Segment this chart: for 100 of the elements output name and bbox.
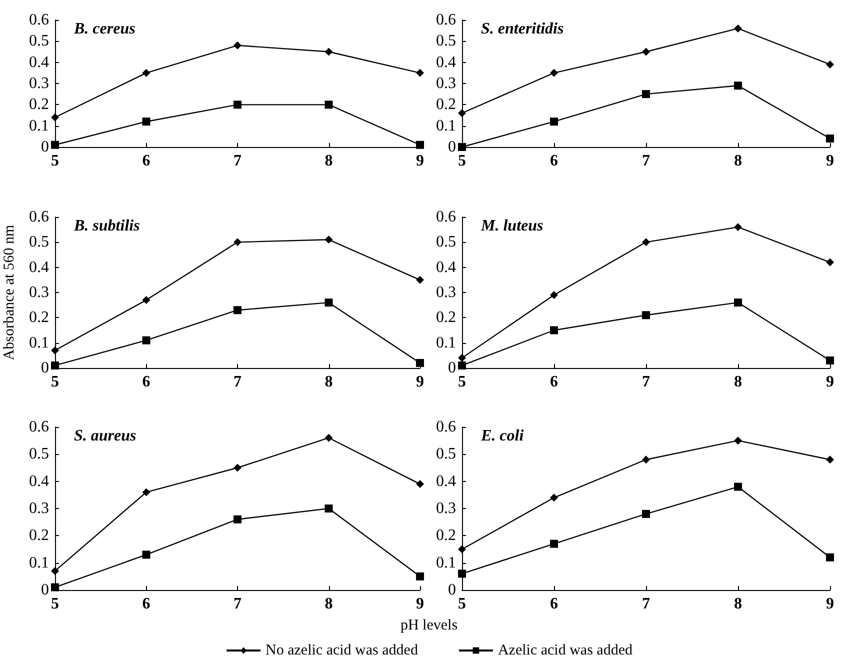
point	[642, 90, 650, 98]
x-tick-label: 7	[234, 374, 242, 390]
point	[142, 336, 150, 344]
y-tick-label: 0.1	[436, 117, 456, 134]
x-tick-label: 5	[458, 152, 466, 170]
point	[458, 354, 466, 362]
y-tick-label: 0.5	[436, 446, 456, 463]
y-tick-label: 0.4	[436, 54, 456, 71]
point	[51, 140, 59, 149]
point	[642, 456, 650, 464]
point	[826, 258, 834, 266]
point	[234, 464, 242, 472]
point	[550, 326, 558, 334]
point	[458, 143, 466, 151]
y-tick-label: 0.3	[436, 500, 456, 517]
point	[142, 550, 150, 559]
y-tick-label: 0.2	[29, 96, 49, 114]
point	[734, 436, 742, 445]
point	[234, 306, 242, 314]
x-tick-label: 9	[416, 596, 424, 612]
y-tick-label: 0.3	[29, 75, 49, 92]
point	[734, 82, 742, 90]
legend-label: Azelic acid was added	[498, 642, 633, 658]
y-tick-label: 0.4	[29, 258, 49, 276]
point	[826, 356, 834, 364]
y-tick-label: 0	[448, 582, 456, 598]
point	[416, 358, 424, 367]
y-tick-label: 0	[41, 582, 49, 598]
chart-title: S. enteritidis	[481, 20, 564, 38]
point	[234, 515, 242, 524]
point	[826, 553, 834, 562]
point	[51, 361, 59, 370]
x-tick-label: 5	[51, 596, 59, 612]
point	[416, 140, 424, 149]
point	[550, 68, 558, 77]
y-tick-label: 0	[41, 360, 49, 376]
point	[734, 24, 742, 32]
point	[458, 109, 466, 118]
point	[324, 236, 333, 244]
point	[234, 41, 242, 50]
y-tick-label: 0.2	[436, 96, 456, 114]
point	[458, 545, 466, 554]
y-tick-label: 0.6	[436, 12, 456, 28]
y-tick-label: 0.6	[436, 208, 456, 226]
y-tick-label: 0.2	[436, 309, 456, 326]
y-tick-label: 0.1	[29, 334, 49, 352]
x-tick-label: 5	[458, 596, 466, 612]
y-tick-label: 0.4	[436, 258, 456, 276]
x-tick-label: 7	[642, 596, 650, 612]
point	[142, 296, 150, 304]
x-tick-label: 6	[550, 374, 558, 390]
y-tick-label: 0.4	[29, 54, 49, 71]
point	[550, 291, 558, 300]
y-tick-label: 0.4	[29, 472, 49, 490]
y-tick-label: 0.2	[29, 309, 49, 326]
x-tick-label: 8	[734, 596, 742, 612]
y-tick-label: 0.6	[29, 418, 49, 436]
point	[324, 100, 333, 109]
y-tick-label: 0.6	[29, 12, 49, 28]
y-tick-label: 0.2	[29, 527, 49, 544]
y-tick-label: 0.6	[29, 208, 49, 226]
y-tick-label: 0.3	[29, 500, 49, 517]
x-tick-label: 9	[416, 152, 424, 170]
x-tick-label: 7	[642, 152, 650, 170]
y-tick-label: 0.1	[29, 117, 49, 134]
point	[458, 570, 466, 578]
x-tick-label: 8	[734, 374, 742, 390]
legend-label: No azelic acid was added	[266, 642, 418, 658]
y-tick-label: 0.5	[29, 446, 49, 463]
x-tick-label: 8	[734, 152, 742, 170]
point	[51, 583, 59, 592]
y-tick-label: 0.5	[436, 32, 456, 50]
point	[51, 113, 59, 122]
x-tick-label: 5	[51, 152, 59, 170]
point	[324, 504, 333, 512]
x-tick-label: 9	[826, 152, 834, 170]
y-tick-label: 0.1	[29, 554, 49, 572]
point	[324, 434, 333, 442]
point	[142, 488, 150, 496]
point	[642, 311, 650, 320]
y-tick-label: 0.5	[29, 32, 49, 50]
x-tick-label: 9	[826, 596, 834, 612]
y-tick-label: 0	[448, 360, 456, 376]
y-tick-label: 0.2	[436, 527, 456, 544]
x-tick-label: 5	[51, 374, 59, 390]
point	[51, 566, 59, 575]
point	[734, 298, 742, 307]
y-tick-label: 0	[41, 138, 49, 156]
point	[234, 100, 242, 109]
y-tick-label: 0.1	[436, 334, 456, 352]
x-tick-label: 9	[826, 374, 834, 390]
point	[142, 68, 150, 77]
chart-title: E. coli	[480, 428, 524, 444]
x-tick-label: 6	[550, 596, 558, 612]
point	[826, 134, 834, 143]
x-tick-label: 9	[416, 374, 424, 390]
point	[642, 48, 650, 56]
point	[826, 456, 834, 464]
x-tick-label: 6	[142, 152, 150, 170]
y-tick-label: 0.6	[436, 418, 456, 436]
